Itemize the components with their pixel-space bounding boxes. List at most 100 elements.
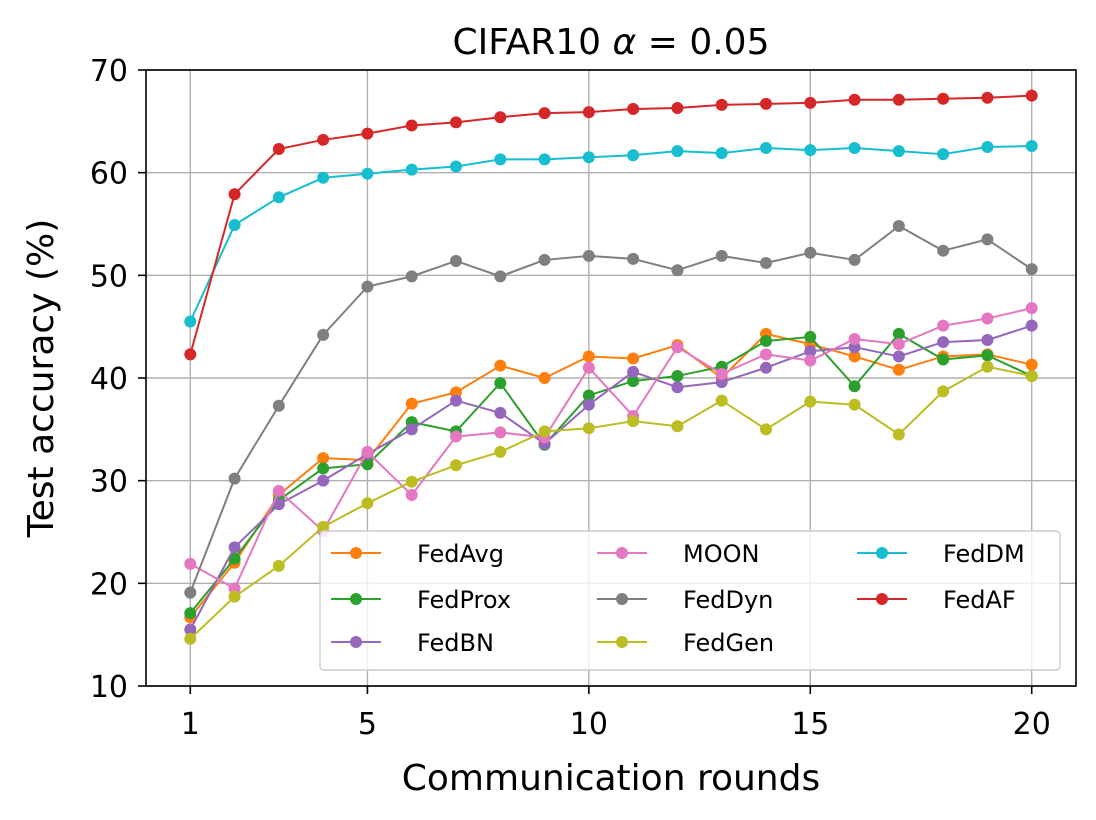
data-point-moon [715, 367, 728, 380]
data-point-feddm [450, 160, 462, 173]
y-tick-label: 20 [90, 567, 128, 602]
chart-title: CIFAR10 α = 0.05 [452, 22, 769, 63]
data-point-feddm [361, 167, 374, 180]
data-point-fedavg [405, 397, 418, 410]
data-point-fedprox [760, 335, 772, 348]
legend-label: FedDyn [683, 586, 773, 614]
data-point-fedbn [627, 365, 640, 378]
data-point-fedgen [228, 590, 241, 603]
legend-item-fedavg: FedAvg [331, 540, 504, 568]
data-point-fedbn [760, 361, 772, 374]
data-point-feddyn [981, 233, 994, 246]
data-point-fedprox [981, 349, 994, 362]
data-point-moon [582, 361, 595, 374]
data-point-fedaf [760, 97, 772, 110]
data-point-feddm [937, 148, 950, 161]
data-point-fedbn [582, 398, 595, 411]
legend-label: FedAF [943, 586, 1016, 614]
y-tick-label: 50 [90, 259, 128, 294]
series-line-feddm [189, 144, 1032, 322]
data-point-fedaf [184, 348, 197, 361]
data-point-fedaf [582, 106, 595, 119]
x-axis-label: Communication rounds [402, 758, 820, 799]
legend-item-fedaf: FedAF [857, 586, 1016, 614]
data-point-fedprox [317, 462, 330, 475]
data-point-fedprox [848, 380, 861, 393]
legend-label: FedAvg [417, 540, 504, 568]
data-point-feddyn [671, 264, 684, 277]
x-tick-label: 5 [358, 707, 377, 742]
data-point-fedbn [937, 336, 950, 349]
legend-label: MOON [683, 540, 759, 568]
data-point-moon [981, 312, 994, 325]
data-point-fedgen [361, 497, 374, 510]
x-tick-label: 1 [181, 707, 200, 742]
data-point-moon [494, 426, 507, 439]
data-point-feddm [760, 142, 772, 155]
legend-item-fedprox: FedProx [331, 586, 511, 614]
data-point-fedavg [317, 452, 330, 465]
data-point-moon [272, 484, 285, 497]
legend-swatch-marker [350, 593, 362, 605]
data-point-fedbn [671, 381, 684, 394]
data-point-feddm [582, 151, 595, 164]
data-point-moon [184, 557, 197, 570]
series-moon [184, 302, 1038, 595]
data-point-feddm [228, 219, 241, 232]
data-point-fedaf [627, 103, 640, 116]
data-point-fedbn [804, 345, 817, 358]
data-point-fedbn [848, 341, 861, 354]
data-point-fedprox [582, 389, 595, 402]
data-point-fedaf [494, 111, 507, 124]
data-point-fedaf [804, 96, 817, 109]
data-point-fedbn [450, 394, 462, 407]
data-point-fedaf [272, 143, 285, 156]
data-point-fedprox [627, 375, 640, 388]
y-tick-label: 30 [90, 465, 128, 500]
data-point-fedavg [494, 359, 507, 372]
data-point-fedaf [715, 98, 728, 111]
series-line-fedbn [189, 324, 1033, 631]
y-tick-label: 70 [90, 54, 128, 89]
y-tick-label: 60 [90, 157, 128, 192]
data-point-feddyn [1025, 263, 1038, 276]
data-point-fedprox [494, 377, 507, 390]
data-point-fedprox [892, 327, 905, 340]
data-point-fedbn [892, 350, 905, 363]
data-point-feddm [405, 163, 418, 176]
data-point-feddyn [937, 244, 950, 257]
data-point-feddm [627, 149, 640, 162]
x-tick-label: 15 [791, 707, 829, 742]
series-line-fedavg [189, 332, 1032, 618]
data-point-fedprox [804, 330, 817, 343]
x-tick-label: 20 [1013, 707, 1051, 742]
data-point-fedbn [228, 541, 241, 554]
data-point-feddyn [848, 253, 861, 266]
data-point-feddm [892, 145, 905, 158]
data-point-fedgen [981, 360, 994, 373]
data-point-moon [937, 319, 950, 332]
legend-label: FedProx [417, 586, 511, 614]
data-point-fedaf [1025, 89, 1038, 102]
data-point-feddyn [627, 252, 640, 265]
data-point-fedgen [184, 632, 197, 645]
x-tick-label: 10 [570, 707, 608, 742]
data-point-moon [848, 332, 861, 345]
data-point-fedaf [317, 133, 330, 146]
data-point-fedavg [582, 350, 595, 363]
series-fedgen [184, 360, 1038, 645]
data-point-fedbn [317, 474, 330, 487]
data-point-fedaf [848, 93, 861, 106]
data-point-feddyn [184, 586, 197, 599]
data-point-fedprox [228, 552, 241, 565]
data-point-fedgen [538, 425, 551, 438]
data-point-fedavg [538, 372, 551, 384]
data-point-fedgen [671, 420, 684, 433]
data-point-feddyn [450, 254, 462, 267]
data-point-fedbn [494, 406, 507, 419]
data-point-feddyn [892, 220, 905, 233]
data-point-fedgen [937, 385, 950, 398]
data-point-fedavg [450, 386, 462, 399]
data-point-feddm [715, 147, 728, 160]
